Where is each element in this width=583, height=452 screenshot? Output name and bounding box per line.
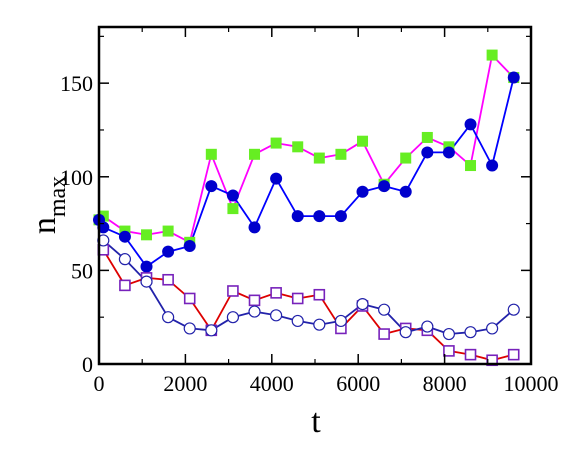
series-2-markers (93, 71, 520, 273)
data-point (162, 225, 174, 237)
y-tick-label: 150 (60, 71, 93, 96)
data-point (378, 180, 391, 193)
data-point (270, 172, 283, 185)
data-point (486, 49, 498, 61)
y-tick-label: 0 (82, 352, 93, 377)
data-point (291, 210, 304, 223)
data-point (118, 253, 132, 266)
data-point (442, 327, 456, 341)
y-axis-label: nmax (26, 176, 71, 234)
x-tick-label: 6000 (336, 371, 380, 396)
x-tick-label: 4000 (250, 371, 294, 396)
labels: t nmax (26, 176, 321, 440)
data-point (205, 148, 217, 160)
data-point (507, 303, 520, 316)
data-point (227, 285, 239, 297)
data-point (183, 240, 196, 253)
y-axis-label-subscript: max (45, 176, 71, 217)
data-point (313, 318, 326, 331)
data-point (270, 309, 283, 322)
data-point (313, 152, 325, 164)
x-axis-label: t (311, 403, 321, 440)
data-point (291, 314, 304, 328)
plot-background (99, 27, 531, 364)
data-point (334, 210, 347, 223)
data-point (486, 354, 498, 367)
data-point (313, 288, 326, 301)
data-point (357, 135, 369, 147)
data-point (486, 322, 499, 335)
axes: 0 2000 4000 6000 8000 10000 0 50 100 150 (60, 25, 559, 396)
data-point (292, 141, 304, 153)
data-point (226, 189, 239, 202)
data-point (162, 311, 175, 324)
data-point (465, 160, 477, 172)
data-point (118, 230, 131, 243)
data-point (464, 326, 477, 339)
data-point (335, 148, 347, 160)
data-point (378, 328, 390, 340)
y-tick-label: 50 (71, 258, 93, 283)
x-tick-label: 8000 (423, 371, 467, 396)
data-point (464, 348, 477, 361)
data-point (442, 146, 455, 159)
data-point (507, 348, 520, 361)
data-point (248, 305, 261, 318)
data-point (205, 324, 218, 337)
data-point (421, 320, 434, 333)
y-tick-label: 100 (60, 165, 93, 190)
data-point (140, 275, 153, 288)
data-point (443, 345, 455, 357)
data-point (140, 260, 153, 273)
data-point (399, 326, 412, 339)
data-point (162, 273, 174, 286)
data-point (141, 229, 153, 241)
data-point (183, 322, 196, 335)
data-point (421, 146, 434, 159)
series-4-markers (97, 234, 520, 341)
data-point (507, 71, 520, 84)
data-point (162, 245, 175, 258)
x-tick-label: 0 (94, 371, 105, 396)
series-group (93, 49, 520, 367)
data-point (249, 148, 261, 160)
x-tick-label: 2000 (163, 371, 207, 396)
data-point (378, 303, 391, 316)
data-point (464, 118, 477, 131)
data-point (313, 210, 326, 223)
data-point (97, 221, 110, 234)
data-point (400, 152, 412, 164)
data-point (183, 292, 196, 305)
data-point (399, 185, 412, 198)
data-point (248, 221, 261, 234)
x-tick-label: 10000 (504, 371, 559, 396)
data-point (248, 294, 261, 307)
data-point (291, 292, 304, 305)
data-point (227, 203, 239, 215)
data-point (356, 297, 369, 311)
data-point (421, 131, 433, 143)
data-point (486, 159, 499, 172)
y-axis-label-main: n (26, 217, 63, 234)
data-point (334, 314, 348, 328)
data-point (205, 180, 218, 193)
data-point (119, 279, 131, 292)
data-point (356, 185, 369, 198)
data-point (270, 287, 282, 299)
data-point (226, 311, 240, 324)
data-point (270, 137, 282, 149)
plot-area (99, 27, 531, 364)
